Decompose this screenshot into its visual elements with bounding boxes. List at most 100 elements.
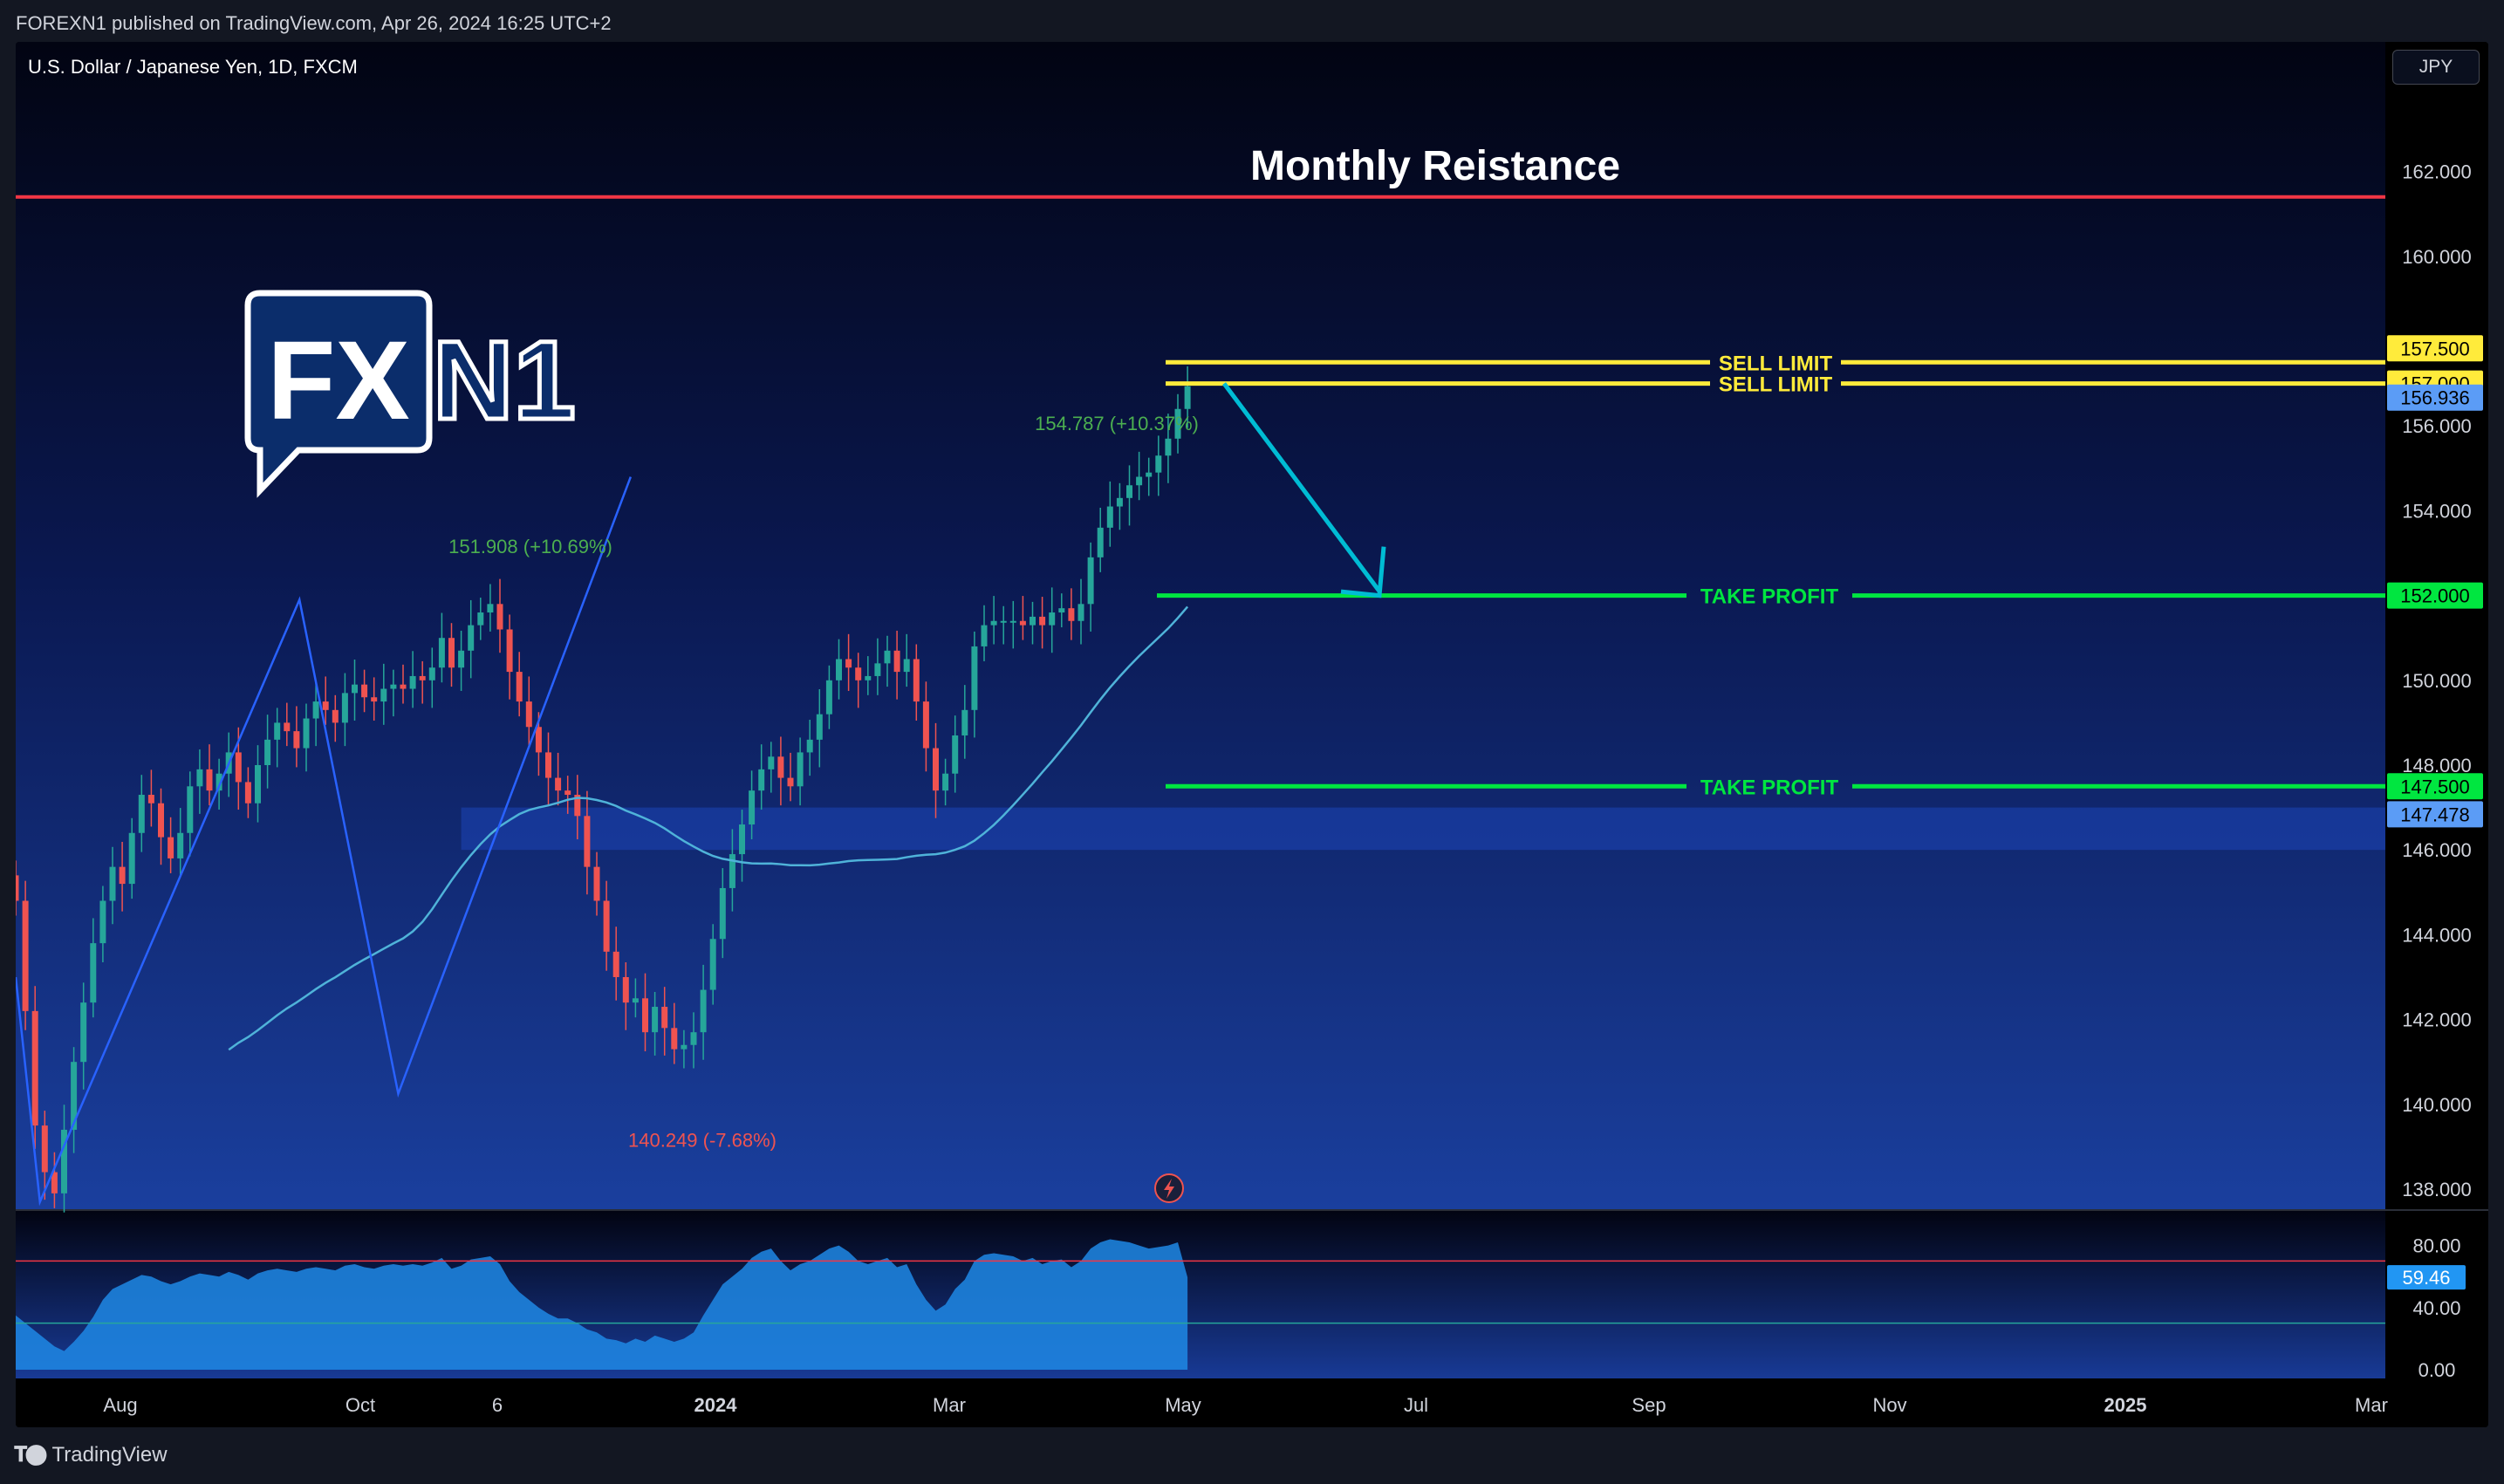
currency-button[interactable]: JPY <box>2392 50 2480 85</box>
time-tick-label: 2024 <box>694 1394 738 1416</box>
candle-body <box>428 667 435 680</box>
candle-body <box>1155 455 1162 473</box>
candle-body <box>525 701 532 728</box>
price-axis-bg <box>2385 42 2488 1427</box>
fxn1-logo-n1: N1 <box>433 318 576 443</box>
candle-body <box>574 795 581 817</box>
price-badge-label: 147.500 <box>2400 776 2470 797</box>
sell-limit-1-label: SELL LIMIT <box>1719 352 1833 375</box>
candle-body <box>390 684 397 689</box>
price-tick-label: 150.000 <box>2402 670 2472 692</box>
price-axis[interactable]: 138.000 140.000 142.000 144.000 146.000 148.0… <box>2387 161 2483 1200</box>
moving-average-layer <box>228 605 1189 1051</box>
symbol-title: U.S. Dollar / Japanese Yen, 1D, FXCM <box>28 56 358 78</box>
candle-body <box>1097 527 1104 557</box>
candle-body <box>913 659 920 702</box>
rsi-tick-label: 40.00 <box>2412 1297 2460 1319</box>
candle-body <box>255 765 261 804</box>
rsi-value-badge: 59.46 <box>2402 1267 2450 1289</box>
price-badge-bg <box>2387 801 2483 828</box>
time-tick-label: Nov <box>1872 1394 1906 1416</box>
time-tick-label: Jul <box>1404 1394 1428 1416</box>
candle-body <box>1165 438 1172 456</box>
zigzag-layer <box>16 476 633 1207</box>
candle-body <box>564 790 571 796</box>
candle-body <box>797 752 804 787</box>
candle-body <box>922 701 929 749</box>
price-badge-bg <box>2387 582 2483 609</box>
time-tick-label: Mar <box>933 1394 966 1416</box>
candle-body <box>128 832 135 885</box>
candle-body <box>884 650 891 664</box>
price-tick-label: 156.000 <box>2402 415 2472 437</box>
candle-body <box>51 1172 58 1193</box>
candle-body <box>31 1010 38 1126</box>
tradingview-logo[interactable]: 𝐓⬤ TradingView <box>14 1443 168 1467</box>
candle-body <box>41 1125 48 1173</box>
candle-body <box>981 625 988 646</box>
forecast-arrow-head <box>1340 546 1386 598</box>
candle-body <box>855 667 862 680</box>
candle-body <box>187 786 194 833</box>
candle-body <box>1106 506 1113 528</box>
candle-body <box>1058 608 1065 613</box>
zigzag-line <box>16 476 633 1207</box>
candle-body <box>1174 408 1181 439</box>
candle-body <box>806 739 813 753</box>
candle-body <box>1126 485 1132 498</box>
bottom-bar <box>0 1431 2504 1484</box>
alert-icon[interactable] <box>1154 1173 1184 1203</box>
candle-body <box>293 731 300 749</box>
candle-body <box>545 752 551 778</box>
candle-body <box>322 701 329 710</box>
candle-body <box>352 684 358 694</box>
candle-body <box>80 1002 87 1063</box>
candle-body <box>216 773 222 791</box>
candle-body <box>1030 616 1036 626</box>
candle-body <box>845 659 852 668</box>
rsi-tick-label: 0.00 <box>2418 1359 2456 1381</box>
candle-body <box>274 722 281 740</box>
candle-body <box>1039 616 1046 626</box>
candle-body <box>303 718 310 749</box>
candle-body <box>419 675 426 680</box>
candle-body <box>1019 620 1026 626</box>
time-tick-label: Oct <box>345 1394 375 1416</box>
candle-body <box>312 701 319 719</box>
candle-body <box>1068 608 1075 621</box>
resistance-label: Monthly Reistance <box>1250 143 1620 189</box>
price-tick-label: 142.000 <box>2402 1009 2472 1031</box>
candle-body <box>700 989 707 1033</box>
candle-body <box>244 782 251 804</box>
candle-body <box>535 727 542 753</box>
candle-body <box>758 769 765 791</box>
chart-frame[interactable]: Monthly Reistance SELL LIMIT SELL LIMIT TAK… <box>16 42 2488 1427</box>
candle-body <box>642 998 648 1033</box>
candle-body <box>477 612 484 626</box>
rsi-indicator: 80.00 40.00 0.00 59.46 <box>16 1235 2466 1381</box>
candle-body <box>865 675 872 680</box>
forecast-arrow-shaft <box>1221 382 1382 593</box>
swing-high-label: 154.787 (+10.37%) <box>1035 413 1199 434</box>
time-tick-label: May <box>1165 1394 1201 1416</box>
candle-body <box>690 1032 697 1045</box>
candle-body <box>971 646 978 710</box>
time-axis[interactable]: Aug Oct 6 2024 Mar May Jul Sep Nov 2025 Mar <box>103 1394 2388 1416</box>
time-tick-label: 6 <box>492 1394 503 1416</box>
candle-body <box>235 752 242 783</box>
fxn1-logo-fx: FX <box>267 318 410 443</box>
candle-body <box>593 866 600 901</box>
publish-info: FOREXN1 published on TradingView.com, Ap… <box>16 12 612 34</box>
price-tick-label: 154.000 <box>2402 500 2472 522</box>
candle-body <box>468 625 475 651</box>
rsi-value-badge-bg <box>2387 1265 2466 1290</box>
candle-body <box>612 951 619 977</box>
candle-body <box>1078 604 1084 621</box>
candle-body <box>603 900 610 952</box>
candle-body <box>458 650 465 668</box>
candle-body <box>448 638 455 668</box>
candle-body <box>16 875 19 901</box>
candle-body <box>90 943 97 1003</box>
candle-body <box>361 684 368 698</box>
